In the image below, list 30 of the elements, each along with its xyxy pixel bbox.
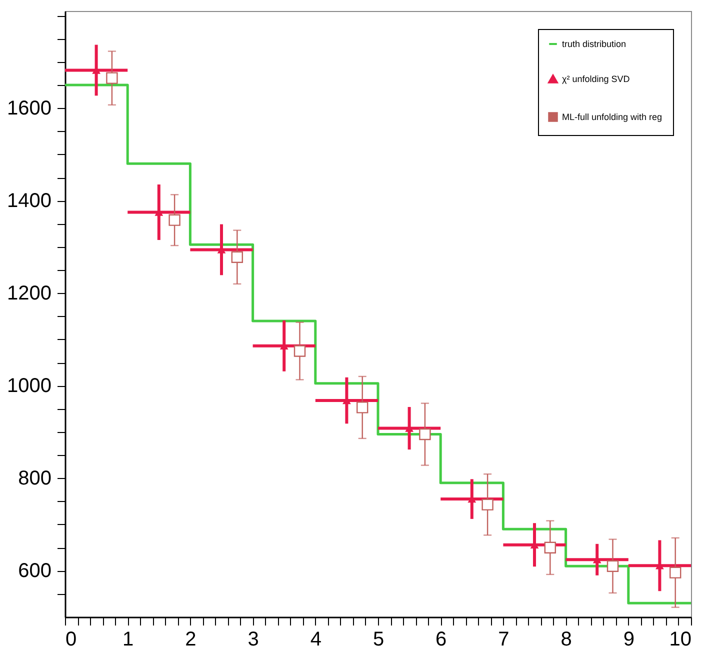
x-tick-label: 1 (122, 628, 134, 649)
point (482, 498, 494, 510)
y-tick-label: 1000 (7, 375, 52, 398)
legend-label: ML-full unfolding with reg (562, 112, 662, 122)
x-tick-label: 9 (623, 628, 634, 649)
x-tick-label: 10 (669, 628, 692, 649)
point (606, 560, 619, 572)
y-tick-label: 800 (18, 468, 52, 490)
point (544, 542, 556, 554)
point (106, 72, 118, 84)
y-tick-label: 1600 (7, 98, 52, 120)
x-tick-label: 2 (185, 628, 196, 649)
x-tick-label: 7 (498, 628, 510, 649)
point (670, 566, 682, 578)
legend-label: truth distribution (562, 39, 626, 49)
x-tick-label: 3 (248, 628, 259, 649)
y-tick-label: 1200 (7, 282, 52, 305)
point (419, 428, 431, 440)
y-tick-label: 1400 (7, 190, 52, 212)
x-tick-label: 8 (560, 628, 572, 649)
point (231, 251, 243, 263)
legend-label: χ² unfolding SVD (562, 74, 630, 84)
point (168, 214, 180, 226)
x-tick-label: 4 (310, 628, 322, 649)
x-tick-label: 6 (436, 628, 447, 649)
x-tick-label: 0 (66, 628, 77, 649)
x-tick-label: 5 (372, 628, 384, 649)
point (356, 402, 368, 414)
point (294, 345, 306, 357)
y-tick-label: 600 (18, 560, 52, 582)
